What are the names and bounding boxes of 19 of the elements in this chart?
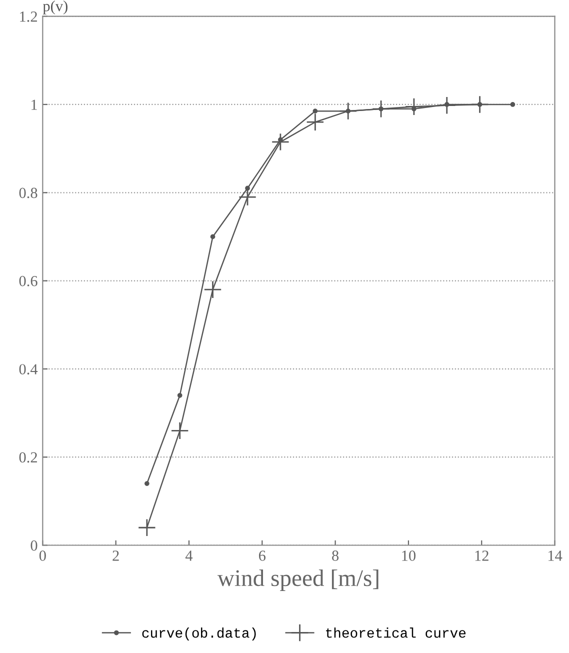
y-tick-label: 0 <box>30 540 38 551</box>
x-axis-title: wind speed [m/s] <box>217 570 378 591</box>
x-tick-label: 2 <box>112 550 119 561</box>
y-axis-title: p(v) <box>42 0 68 14</box>
y-tick-label: 0.6 <box>19 276 38 286</box>
y-tick-label: 0.4 <box>19 364 38 374</box>
y-tick-label: 1.2 <box>20 12 37 22</box>
x-tick-label: 4 <box>185 550 193 561</box>
x-tick-label: 12 <box>475 550 488 561</box>
x-tick-label: 8 <box>332 550 339 561</box>
x-tick-label: 6 <box>258 550 266 561</box>
x-tick-label: 10 <box>402 550 416 561</box>
legend-label: curve(ob.data) <box>142 628 256 640</box>
y-tick-label: 0.2 <box>19 452 37 463</box>
y-tick-label: 0.8 <box>19 188 38 198</box>
x-tick-label: 0 <box>39 550 46 561</box>
legend-label: theoretical curve <box>326 628 466 638</box>
y-tick-label: 1 <box>32 100 37 110</box>
x-tick-label: 14 <box>548 550 562 561</box>
